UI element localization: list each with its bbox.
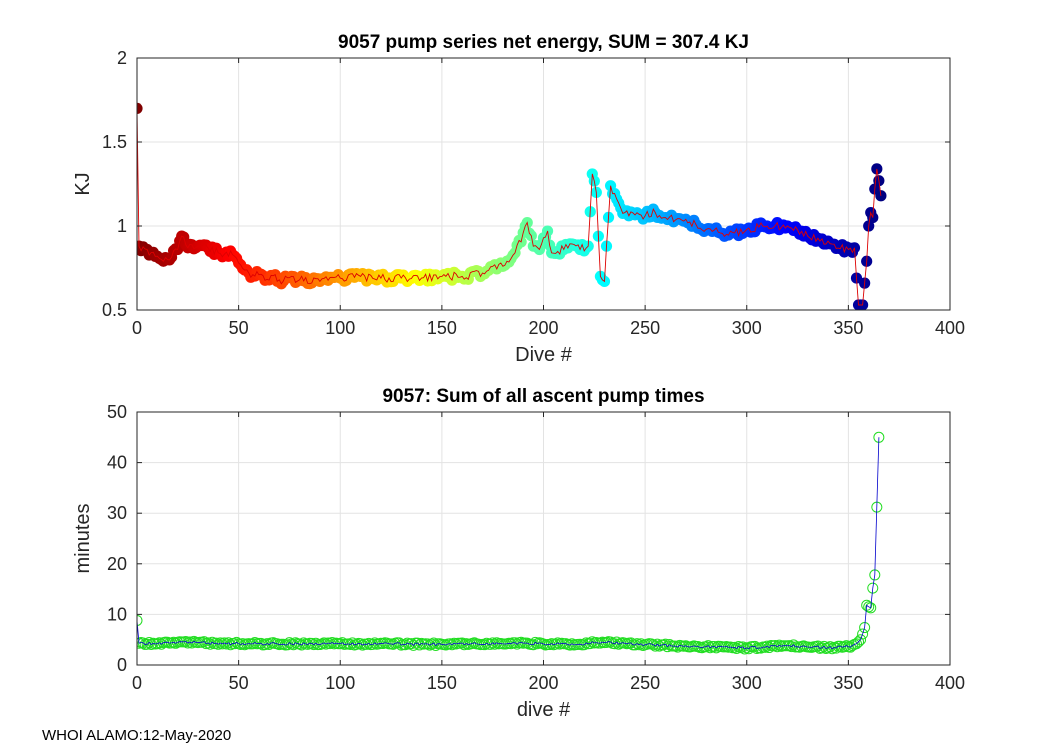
data-point xyxy=(659,638,671,650)
x-tick-label: 150 xyxy=(427,673,457,693)
y-tick-label: 20 xyxy=(107,554,127,574)
chart-title: 9057 pump series net energy, SUM = 307.4… xyxy=(338,32,749,53)
chart-title: 9057: Sum of all ascent pump times xyxy=(382,386,704,407)
x-tick-label: 200 xyxy=(528,673,558,693)
energy-axes: 0 50 100 150 200 250 300 350 400 0.5 1 1.5 2 9057 pum… xyxy=(72,32,965,366)
data-point xyxy=(198,636,210,648)
x-tick-label: 250 xyxy=(630,673,660,693)
data-point xyxy=(137,614,143,626)
data-point xyxy=(529,636,541,648)
data-point xyxy=(458,639,470,651)
x-tick-label: 400 xyxy=(935,673,965,693)
data-point xyxy=(863,601,875,613)
y-tick-label: 10 xyxy=(107,604,127,624)
y-tick-label: 0 xyxy=(117,655,127,675)
x-tick-label: 50 xyxy=(229,673,249,693)
data-point xyxy=(649,640,661,652)
y-tick-label: 50 xyxy=(107,402,127,422)
x-tick-label: 100 xyxy=(325,673,355,693)
footer-credit: WHOI ALAMO:12-May-2020 xyxy=(42,727,232,744)
series-line xyxy=(137,437,880,650)
x-tick-label: 100 xyxy=(325,318,355,338)
x-tick-label: 0 xyxy=(132,673,142,693)
data-layer xyxy=(137,431,885,655)
data-point xyxy=(733,641,745,653)
x-axis-label: Dive # xyxy=(515,344,573,366)
data-point xyxy=(137,102,143,114)
x-tick-label: 200 xyxy=(528,318,558,338)
x-tick-label: 250 xyxy=(630,318,660,338)
data-point xyxy=(739,643,751,655)
y-axis-label: KJ xyxy=(72,172,94,195)
y-tick-label: 40 xyxy=(107,453,127,473)
y-tick-label: 0.5 xyxy=(102,300,127,320)
x-tick-label: 300 xyxy=(732,673,762,693)
y-tick-label: 2 xyxy=(117,48,127,68)
y-tick-label: 1.5 xyxy=(102,132,127,152)
x-tick-label: 350 xyxy=(833,673,863,693)
x-tick-label: 0 xyxy=(132,318,142,338)
x-tick-label: 50 xyxy=(229,318,249,338)
data-point xyxy=(859,622,871,634)
data-point xyxy=(855,634,867,646)
data-point xyxy=(865,602,877,614)
x-tick-label: 300 xyxy=(732,318,762,338)
series-line xyxy=(137,108,882,306)
x-tick-label: 400 xyxy=(935,318,965,338)
data-point xyxy=(867,582,879,594)
pump-time-axes: 0 50 100 150 200 250 300 350 400 0 10 20 30 40 50 9057:… xyxy=(72,386,965,721)
data-layer xyxy=(137,102,887,310)
x-tick-label: 150 xyxy=(427,318,457,338)
x-tick-label: 350 xyxy=(833,318,863,338)
data-point xyxy=(515,636,527,648)
data-point xyxy=(851,638,863,650)
y-tick-label: 30 xyxy=(107,503,127,523)
x-axis-label: dive # xyxy=(517,699,571,721)
y-axis-label: minutes xyxy=(72,503,94,573)
data-point xyxy=(249,636,261,648)
y-tick-label: 1 xyxy=(117,216,127,236)
data-point xyxy=(857,628,869,640)
